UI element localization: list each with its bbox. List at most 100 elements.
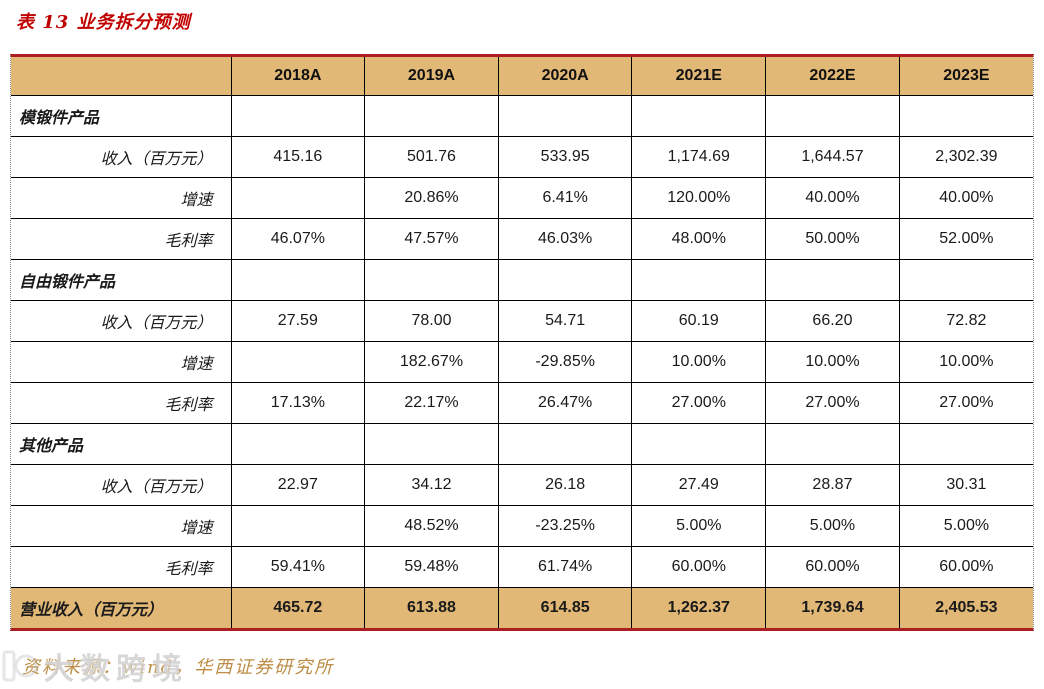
- value-cell: 46.07%: [230, 218, 366, 260]
- value-cell: [631, 423, 767, 465]
- value-cell: -23.25%: [497, 505, 633, 547]
- value-cell: 17.13%: [230, 382, 366, 424]
- value-cell: 60.00%: [898, 546, 1033, 588]
- table-row-data: 毛利率 59.41% 59.48% 61.74% 60.00% 60.00% 60.00%: [11, 546, 1033, 588]
- value-cell: 28.87: [765, 464, 900, 506]
- value-cell: 10.00%: [631, 341, 767, 383]
- value-cell: 61.74%: [497, 546, 633, 588]
- value-cell: [497, 95, 633, 137]
- value-cell: [765, 259, 900, 301]
- value-cell: 40.00%: [898, 177, 1033, 219]
- value-cell: 27.59: [230, 300, 366, 342]
- value-cell: [230, 423, 366, 465]
- value-cell: 20.86%: [364, 177, 499, 219]
- value-cell: [497, 259, 633, 301]
- value-cell: [497, 423, 633, 465]
- value-cell: 27.00%: [631, 382, 767, 424]
- table-row-section: 自由锻件产品: [11, 259, 1033, 301]
- value-cell: 60.00%: [631, 546, 767, 588]
- value-cell: 613.88: [364, 587, 499, 628]
- row-label: 毛利率: [11, 382, 232, 424]
- value-cell: 66.20: [765, 300, 900, 342]
- row-label: 其他产品: [11, 423, 232, 465]
- value-cell: 52.00%: [898, 218, 1033, 260]
- value-cell: [364, 95, 499, 137]
- value-cell: 46.03%: [497, 218, 633, 260]
- value-cell: [364, 423, 499, 465]
- header-cell-label: [11, 57, 232, 96]
- value-cell: [631, 259, 767, 301]
- value-cell: 72.82: [898, 300, 1033, 342]
- value-cell: 182.67%: [364, 341, 499, 383]
- forecast-table-frame: 2018A 2019A 2020A 2021E 2022E 2023E 模锻件产品 收入（百…: [10, 54, 1034, 631]
- value-cell: 59.48%: [364, 546, 499, 588]
- value-cell: 501.76: [364, 136, 499, 178]
- value-cell: [631, 95, 767, 137]
- value-cell: [765, 95, 900, 137]
- header-cell-2021E: 2021E: [631, 57, 767, 96]
- value-cell: [765, 423, 900, 465]
- value-cell: 26.18: [497, 464, 633, 506]
- value-cell: 60.19: [631, 300, 767, 342]
- row-label: 增速: [11, 505, 232, 547]
- header-cell-2023E: 2023E: [898, 57, 1033, 96]
- header-cell-2020A: 2020A: [497, 57, 633, 96]
- value-cell: 5.00%: [898, 505, 1033, 547]
- value-cell: -29.85%: [497, 341, 633, 383]
- value-cell: [230, 95, 366, 137]
- value-cell: 22.17%: [364, 382, 499, 424]
- table-row-data: 收入（百万元） 22.97 34.12 26.18 27.49 28.87 30.31: [11, 464, 1033, 506]
- value-cell: [364, 259, 499, 301]
- header-row: 2018A 2019A 2020A 2021E 2022E 2023E: [11, 57, 1033, 96]
- value-cell: 59.41%: [230, 546, 366, 588]
- row-label: 毛利率: [11, 546, 232, 588]
- value-cell: 48.52%: [364, 505, 499, 547]
- value-cell: [898, 423, 1033, 465]
- value-cell: 30.31: [898, 464, 1033, 506]
- value-cell: 5.00%: [765, 505, 900, 547]
- table-row-data: 收入（百万元） 415.16 501.76 533.95 1,174.69 1,644.5…: [11, 136, 1033, 178]
- table-row-section: 模锻件产品: [11, 95, 1033, 137]
- header-cell-2022E: 2022E: [765, 57, 900, 96]
- value-cell: 415.16: [230, 136, 366, 178]
- source-note: 资料来源：wind，华西证券研究所: [22, 657, 335, 678]
- table-row-section: 其他产品: [11, 423, 1033, 465]
- value-cell: 614.85: [497, 587, 633, 628]
- value-cell: [898, 95, 1033, 137]
- row-label: 收入（百万元）: [11, 136, 232, 178]
- header-cell-2018A: 2018A: [230, 57, 366, 96]
- value-cell: 10.00%: [898, 341, 1033, 383]
- forecast-table: 2018A 2019A 2020A 2021E 2022E 2023E 模锻件产品 收入（百…: [11, 57, 1033, 628]
- value-cell: 34.12: [364, 464, 499, 506]
- value-cell: [230, 505, 366, 547]
- value-cell: [898, 259, 1033, 301]
- value-cell: 533.95: [497, 136, 633, 178]
- header-cell-2019A: 2019A: [364, 57, 499, 96]
- value-cell: [230, 259, 366, 301]
- row-label: 毛利率: [11, 218, 232, 260]
- table-row-data: 增速 182.67% -29.85% 10.00% 10.00% 10.00%: [11, 341, 1033, 383]
- value-cell: [230, 341, 366, 383]
- value-cell: 27.00%: [898, 382, 1033, 424]
- row-label: 营业收入（百万元）: [11, 587, 232, 628]
- table-row-data: 增速 20.86% 6.41% 120.00% 40.00% 40.00%: [11, 177, 1033, 219]
- value-cell: 22.97: [230, 464, 366, 506]
- value-cell: 1,174.69: [631, 136, 767, 178]
- table-body: 模锻件产品 收入（百万元） 415.16 501.76 533.95 1,174.69 1,…: [11, 95, 1033, 628]
- row-label: 增速: [11, 341, 232, 383]
- table-title: 表 13 业务拆分预测: [16, 12, 191, 33]
- value-cell: 120.00%: [631, 177, 767, 219]
- value-cell: 78.00: [364, 300, 499, 342]
- row-label: 收入（百万元）: [11, 464, 232, 506]
- value-cell: 27.49: [631, 464, 767, 506]
- row-label: 增速: [11, 177, 232, 219]
- value-cell: 27.00%: [765, 382, 900, 424]
- value-cell: 47.57%: [364, 218, 499, 260]
- value-cell: 5.00%: [631, 505, 767, 547]
- value-cell: 1,262.37: [631, 587, 767, 628]
- row-label: 模锻件产品: [11, 95, 232, 137]
- table-row-data: 毛利率 17.13% 22.17% 26.47% 27.00% 27.00% 27.00%: [11, 382, 1033, 424]
- table-row-data: 毛利率 46.07% 47.57% 46.03% 48.00% 50.00% 52.00%: [11, 218, 1033, 260]
- row-label: 自由锻件产品: [11, 259, 232, 301]
